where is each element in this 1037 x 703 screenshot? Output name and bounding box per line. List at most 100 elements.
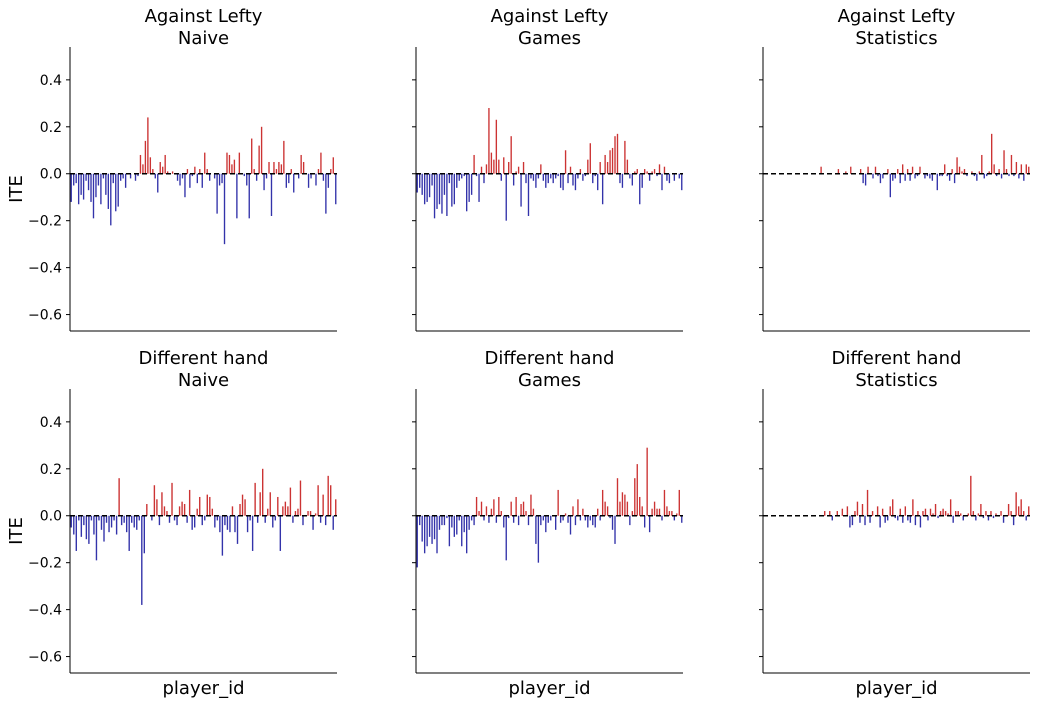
bar (248, 173, 250, 219)
bar (532, 173, 535, 181)
bar (505, 173, 507, 221)
bar (850, 166, 852, 174)
bar (634, 171, 636, 174)
y-tick-label: −0.6 (28, 650, 62, 666)
bar (924, 508, 927, 516)
bar (77, 173, 80, 205)
bar (186, 515, 188, 523)
bar (939, 511, 942, 516)
bar (656, 508, 658, 516)
bar (681, 173, 683, 191)
bar (601, 489, 604, 516)
bar (589, 515, 591, 521)
bar (324, 515, 327, 526)
bar (269, 492, 271, 516)
bar (577, 173, 579, 179)
bar (107, 173, 109, 209)
bar (861, 504, 864, 516)
bar (216, 515, 219, 521)
bar (129, 173, 132, 179)
bar (188, 489, 191, 516)
bar (134, 173, 137, 181)
bar (241, 494, 244, 516)
bar (530, 173, 532, 179)
bar (423, 173, 426, 205)
bar (260, 126, 263, 174)
bar (314, 513, 317, 516)
bar (641, 173, 643, 188)
bar (937, 515, 939, 519)
bar (651, 508, 653, 516)
bar (433, 173, 436, 219)
bar (282, 506, 284, 516)
bar (105, 515, 108, 523)
bar (616, 133, 619, 174)
bar (562, 173, 564, 191)
bar (259, 492, 261, 516)
bar (453, 515, 455, 537)
subplot: Different hand Games player_id (412, 348, 683, 699)
bar (100, 515, 103, 530)
bar (611, 515, 614, 530)
bar (569, 515, 572, 535)
bar (219, 515, 221, 533)
bar (310, 173, 312, 179)
bar (500, 511, 502, 516)
bar (876, 506, 879, 516)
y-tick-label: 0.2 (40, 462, 62, 478)
bar (95, 515, 98, 561)
bar (438, 515, 441, 530)
bar (1000, 173, 1003, 179)
bar (574, 515, 577, 526)
bar (946, 173, 948, 177)
bar (466, 173, 468, 212)
bar (851, 515, 854, 526)
bar (421, 515, 423, 542)
bar (547, 515, 549, 523)
bar (864, 173, 867, 186)
y-tick-label: −0.2 (28, 214, 62, 230)
subplot: Against Lefty Statistics (759, 6, 1030, 332)
bar (535, 515, 537, 544)
bar (128, 515, 130, 551)
bar (934, 504, 937, 516)
bar (924, 173, 926, 179)
bar (849, 515, 851, 528)
bar (233, 159, 236, 174)
bar (882, 173, 884, 179)
y-tick-label: −0.4 (28, 603, 62, 619)
bar (251, 515, 254, 551)
bar (421, 173, 423, 195)
bar (887, 169, 889, 174)
bar (218, 173, 221, 186)
bar (681, 515, 683, 523)
bar (542, 173, 544, 181)
bar (458, 515, 460, 521)
bar (841, 508, 844, 516)
bar (621, 492, 624, 516)
bar (113, 515, 115, 521)
bar (229, 515, 231, 533)
bar (327, 475, 329, 516)
bar (601, 173, 604, 205)
bar (228, 154, 231, 174)
bar (231, 164, 233, 174)
bar (527, 515, 530, 526)
bar (980, 504, 982, 516)
bar (201, 173, 203, 188)
bar (139, 154, 142, 174)
bar (416, 515, 418, 568)
bar (73, 515, 75, 535)
y-tick-label: 0.4 (40, 415, 62, 431)
bar (987, 515, 990, 521)
bar (483, 173, 485, 184)
bar (1003, 150, 1005, 174)
bar (644, 515, 646, 528)
subplot-title-line: Statistics (855, 28, 937, 49)
bar (922, 511, 924, 516)
bar (947, 513, 949, 516)
bar (423, 515, 426, 554)
bar (967, 513, 969, 516)
bar (948, 173, 951, 181)
subplot-title-line: Different hand (485, 348, 615, 369)
